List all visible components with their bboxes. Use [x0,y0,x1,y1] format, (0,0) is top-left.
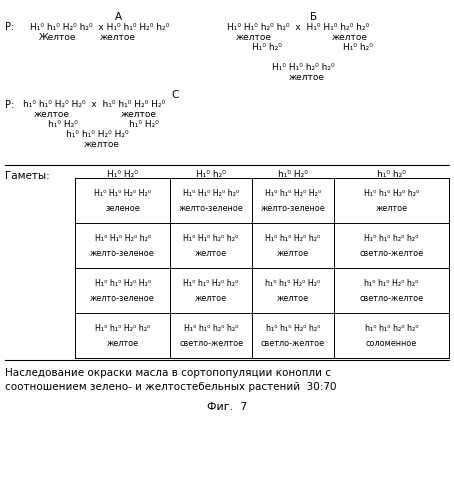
Text: H₁⁰ h₁⁰ H₂⁰ h₂⁰: H₁⁰ h₁⁰ H₂⁰ h₂⁰ [95,324,150,333]
Text: H₁⁰ H₁⁰ H₂⁰ h₂⁰: H₁⁰ H₁⁰ H₂⁰ h₂⁰ [183,188,239,198]
Text: H₁⁰ h₁⁰ h₂⁰ h₂⁰: H₁⁰ h₁⁰ h₂⁰ h₂⁰ [365,234,419,243]
Text: H₁⁰ h₁⁰ H₂⁰ h₂⁰: H₁⁰ h₁⁰ H₂⁰ h₂⁰ [364,188,419,198]
Text: H₁⁰ h₁⁰ H₂⁰ h₂⁰  x H₁⁰ h₁⁰ H₂⁰ h₂⁰: H₁⁰ h₁⁰ H₂⁰ h₂⁰ x H₁⁰ h₁⁰ H₂⁰ h₂⁰ [30,22,169,32]
Text: H₁⁰ h₂⁰: H₁⁰ h₂⁰ [252,42,282,51]
Text: желтое: желтое [375,204,408,212]
Text: светло-желтое: светло-желтое [360,248,424,258]
Text: h₁⁰ h₁⁰ h₂⁰ h₂⁰: h₁⁰ h₁⁰ h₂⁰ h₂⁰ [365,324,418,333]
Text: h₁⁰ h₁⁰ H₂⁰ H₂⁰  x  h₁⁰ h₁⁰ H₂⁰ H₂⁰: h₁⁰ h₁⁰ H₂⁰ H₂⁰ x h₁⁰ h₁⁰ H₂⁰ H₂⁰ [23,100,165,109]
Text: h₁⁰ h₁⁰ H₂⁰ H₂⁰: h₁⁰ h₁⁰ H₂⁰ H₂⁰ [265,279,321,288]
Text: желтое: желтое [331,32,367,42]
Text: соотношением зелено- и желтостебельных растений  30:70: соотношением зелено- и желтостебельных р… [5,382,336,392]
Text: Р:: Р: [5,100,14,110]
Text: светло-желтое: светло-желтое [261,338,325,347]
Text: желтое: желтое [195,294,227,302]
Text: H₁⁰ H₁⁰ H₂⁰ h₂⁰: H₁⁰ H₁⁰ H₂⁰ h₂⁰ [94,234,151,243]
Text: А: А [114,12,122,22]
Text: H₁⁰ H₂⁰: H₁⁰ H₂⁰ [107,170,138,179]
Text: желтое: желтое [120,110,156,119]
Text: H₁⁰ H₁⁰ h₂⁰ h₂⁰: H₁⁰ H₁⁰ h₂⁰ h₂⁰ [272,64,335,72]
Text: h₁⁰ h₁⁰ H₂⁰ h₂⁰: h₁⁰ h₁⁰ H₂⁰ h₂⁰ [266,324,320,333]
Text: Б: Б [310,12,317,22]
Text: желтое: желтое [34,110,70,119]
Text: желтое: желтое [84,140,120,149]
Text: желтое: желтое [277,248,309,258]
Text: желтое: желтое [277,294,309,302]
Text: желтое: желтое [195,248,227,258]
Text: H₁⁰ h₁⁰ H₂⁰ h₂⁰: H₁⁰ h₁⁰ H₂⁰ h₂⁰ [265,234,321,243]
Text: соломенное: соломенное [366,338,417,347]
Text: светло-желтое: светло-желтое [360,294,424,302]
Text: Желтое: Желтое [39,32,76,42]
Text: h₁⁰ H₂⁰: h₁⁰ H₂⁰ [48,120,78,129]
Text: H₁⁰ h₂⁰: H₁⁰ h₂⁰ [196,170,226,179]
Text: Фиг.  7: Фиг. 7 [207,402,247,412]
Text: желтое: желтое [236,32,272,42]
Text: зеленое: зеленое [105,204,140,212]
Text: Гаметы:: Гаметы: [5,171,49,181]
Text: H₁⁰ h₁⁰ H₂⁰ h₂⁰: H₁⁰ h₁⁰ H₂⁰ h₂⁰ [183,279,239,288]
Text: h₁⁰ h₂⁰: h₁⁰ h₂⁰ [377,170,406,179]
Text: светло-желтое: светло-желтое [179,338,243,347]
Text: h₁⁰ H₂⁰: h₁⁰ H₂⁰ [129,120,159,129]
Text: желтое: желтое [288,74,324,82]
Text: желто-зеленое: желто-зеленое [90,294,155,302]
Text: H₁⁰ H₁⁰ H₂⁰ H₂⁰: H₁⁰ H₁⁰ H₂⁰ H₂⁰ [94,188,151,198]
Text: Р:: Р: [5,22,14,32]
Text: h₁⁰ H₂⁰: h₁⁰ H₂⁰ [278,170,308,179]
Text: H₁⁰ h₁⁰ H₂⁰ H₂⁰: H₁⁰ h₁⁰ H₂⁰ H₂⁰ [265,188,321,198]
Text: желто-зеленое: желто-зеленое [261,204,325,212]
Text: h₁⁰ h₁⁰ H₂⁰ h₂⁰: h₁⁰ h₁⁰ H₂⁰ h₂⁰ [365,279,419,288]
Text: h₁⁰ h₁⁰ H₂⁰ H₂⁰: h₁⁰ h₁⁰ H₂⁰ H₂⁰ [66,130,128,139]
Text: H₁⁰ h₂⁰: H₁⁰ h₂⁰ [343,42,373,51]
Text: H₁⁰ h₁⁰ H₂⁰ H₂⁰: H₁⁰ h₁⁰ H₂⁰ H₂⁰ [94,279,151,288]
Text: H₁⁰ H₁⁰ h₂⁰ h₂⁰: H₁⁰ H₁⁰ h₂⁰ h₂⁰ [183,234,239,243]
Text: желто-зеленое: желто-зеленое [179,204,243,212]
Text: желто-зеленое: желто-зеленое [90,248,155,258]
Text: С: С [171,90,178,100]
Text: H₁⁰ h₁⁰ h₂⁰ h₂⁰: H₁⁰ h₁⁰ h₂⁰ h₂⁰ [184,324,238,333]
Text: H₁⁰ H₁⁰ h₂⁰ h₂⁰  x  H₁⁰ H₁⁰ h₂⁰ h₂⁰: H₁⁰ H₁⁰ h₂⁰ h₂⁰ x H₁⁰ H₁⁰ h₂⁰ h₂⁰ [227,22,369,32]
Text: Наследование окраски масла в сортопопуляции конопли с: Наследование окраски масла в сортопопуля… [5,368,331,378]
Text: желтое: желтое [107,338,138,347]
Text: желтое: желтое [100,32,136,42]
